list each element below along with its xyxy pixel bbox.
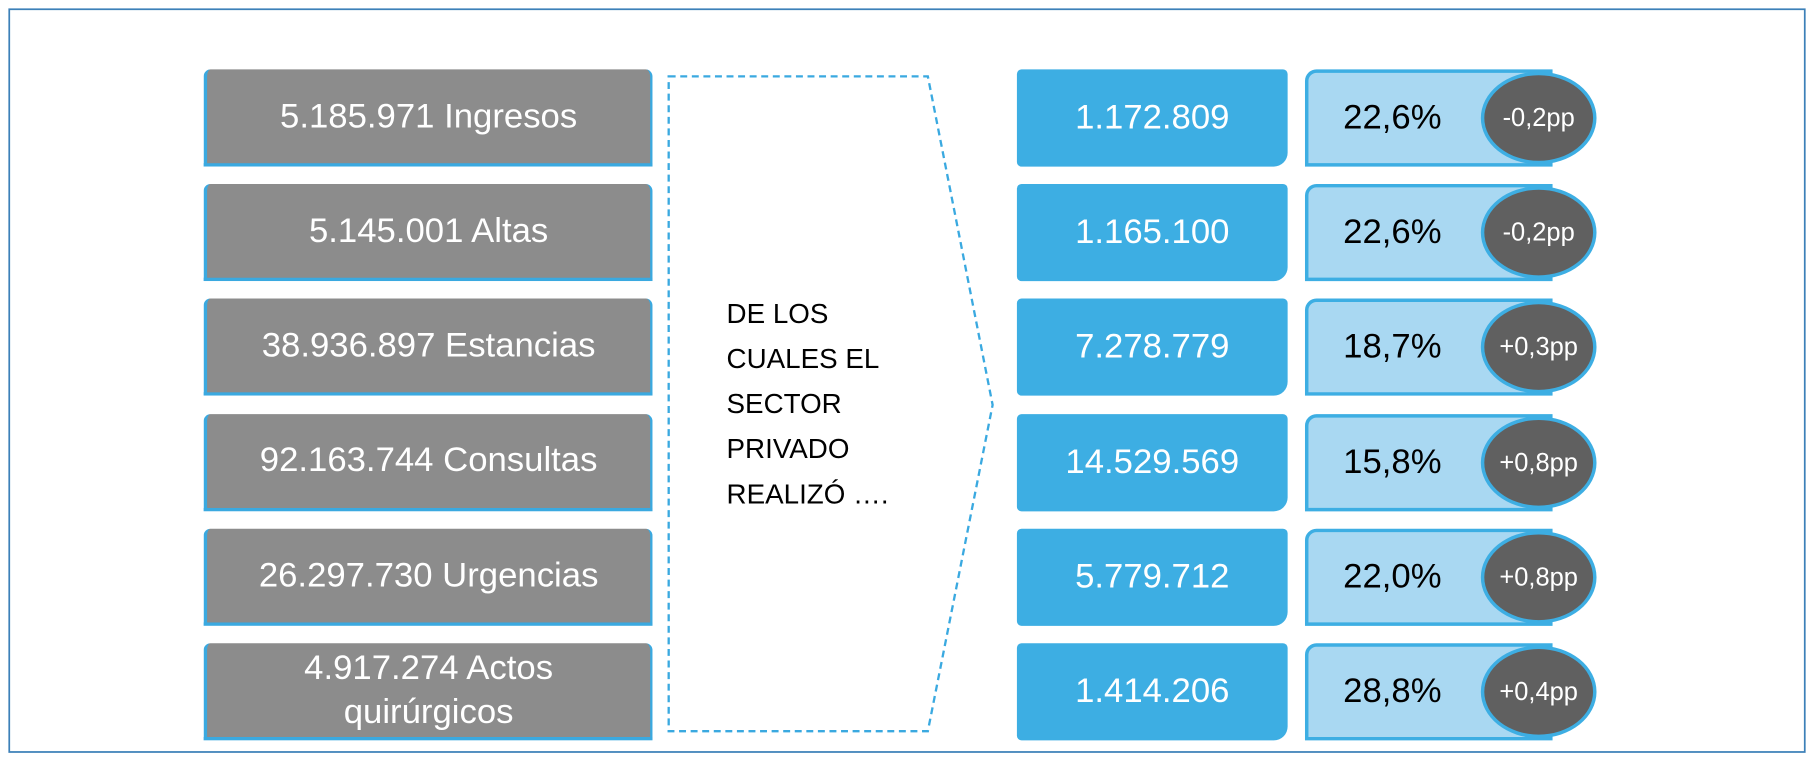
change-badge: +0,4pp: [1480, 645, 1597, 739]
private-box: 1.172.809: [1016, 69, 1288, 167]
total-box: 26.297.730 Urgencias: [203, 528, 653, 626]
private-box: 1.165.100: [1016, 184, 1288, 282]
arrow-text: DE LOS: [726, 298, 829, 330]
frame: [8, 8, 1806, 753]
change-badge: +0,3pp: [1480, 301, 1597, 394]
total-box: 92.163.744 Consultas: [203, 413, 653, 511]
change-badge: +0,8pp: [1480, 416, 1597, 509]
change-badge: +0,8pp: [1480, 530, 1597, 624]
total-box: 5.185.971 Ingresos: [203, 69, 653, 167]
private-box: 1.414.206: [1016, 643, 1288, 741]
total-box: 38.936.897 Estancias: [203, 298, 653, 397]
change-badge: -0,2pp: [1480, 71, 1597, 165]
arrow-text: SECTOR: [726, 388, 842, 420]
arrow-text: PRIVADO: [726, 433, 850, 466]
arrow-text: CUALES EL: [726, 343, 880, 375]
private-box: 14.529.569: [1016, 413, 1288, 511]
total-box: 4.917.274 Actos quirúrgicos: [203, 643, 653, 741]
private-box: 7.278.779: [1016, 298, 1288, 397]
change-badge: -0,2pp: [1480, 186, 1597, 280]
total-box: 5.145.001 Altas: [203, 184, 653, 282]
private-box: 5.779.712: [1016, 528, 1288, 626]
arrow-text: REALIZÓ ….: [726, 478, 889, 511]
